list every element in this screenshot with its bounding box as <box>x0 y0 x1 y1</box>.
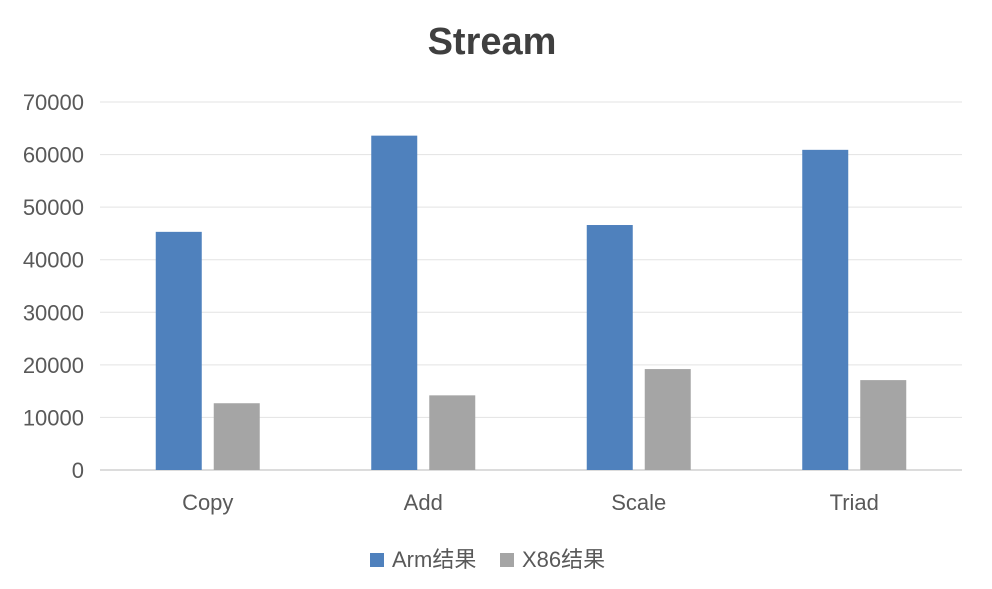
bars <box>155 135 907 470</box>
legend: Arm结果 X86结果 <box>370 547 605 572</box>
y-tick-label: 30000 <box>23 300 84 325</box>
x-tick-label: Copy <box>182 490 233 515</box>
y-axis: 0 10000 20000 30000 40000 50000 60000 70000 <box>23 90 84 483</box>
y-tick-label: 0 <box>72 458 84 483</box>
x-tick-label: Scale <box>611 490 666 515</box>
x-tick-label: Triad <box>830 490 879 515</box>
y-tick-label: 70000 <box>23 90 84 115</box>
bar-x86-add <box>429 395 476 470</box>
y-tick-label: 40000 <box>23 248 84 273</box>
bar-arm-add <box>371 135 418 470</box>
x-tick-label: Add <box>404 490 443 515</box>
x-axis: Copy Add Scale Triad <box>182 490 879 515</box>
y-tick-label: 50000 <box>23 195 84 220</box>
legend-swatch <box>500 553 514 567</box>
legend-label: Arm结果 <box>392 547 476 572</box>
bar-x86-scale <box>644 369 691 470</box>
bar-arm-copy <box>155 231 202 470</box>
legend-label: X86结果 <box>522 547 605 572</box>
legend-swatch <box>370 553 384 567</box>
y-tick-label: 60000 <box>23 143 84 168</box>
chart-title: Stream <box>428 21 557 63</box>
y-tick-label: 20000 <box>23 353 84 378</box>
bar-arm-triad <box>802 149 849 470</box>
bar-arm-scale <box>586 225 633 470</box>
bar-x86-copy <box>213 403 260 470</box>
bar-x86-triad <box>860 380 907 470</box>
y-tick-label: 10000 <box>23 405 84 430</box>
